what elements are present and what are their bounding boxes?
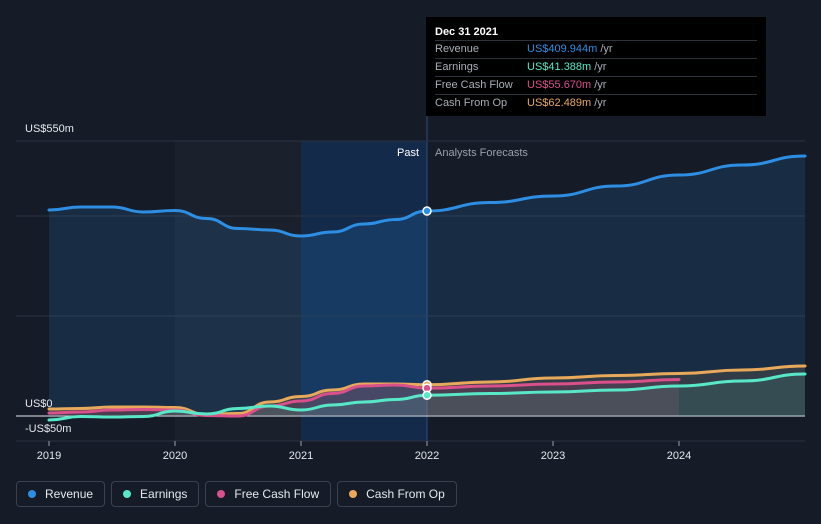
tooltip-row-unit: /yr (600, 43, 613, 55)
tooltip-row-earnings: Earnings US$41.388m/yr (435, 58, 757, 76)
x-tick-label-2021: 2021 (289, 450, 313, 462)
x-tick-label-2023: 2023 (541, 450, 565, 462)
x-tick-label-2022: 2022 (415, 450, 439, 462)
legend-item-earnings[interactable]: Earnings (111, 481, 200, 507)
chart-background (175, 18, 428, 441)
legend-item-free-cash-flow[interactable]: Free Cash Flow (205, 481, 332, 507)
x-tick-label-2019: 2019 (37, 450, 61, 462)
highlight-markers (422, 206, 432, 401)
legend-dot-icon (349, 490, 358, 498)
tooltip-row-unit: /yr (594, 79, 607, 91)
past-shade-band (175, 141, 301, 441)
revenue-area (49, 156, 805, 416)
legend-dot-icon (123, 490, 132, 498)
earnings-line (47, 372, 807, 422)
free-cash-flow-area (49, 379, 679, 416)
tooltip-row-cash-from-op: Cash From Op US$62.489m/yr (435, 94, 757, 112)
series-lines (47, 154, 807, 422)
tooltip-row-label: Earnings (435, 61, 479, 73)
x-tick-label-2024: 2024 (667, 450, 691, 462)
y-axis-top-label: US$550m (25, 123, 74, 135)
legend-dot-icon (28, 490, 36, 498)
chart-legend: Revenue Earnings Free Cash Flow Cash From O… (16, 481, 457, 507)
revenue-line (47, 154, 807, 238)
tooltip-row-value: US$55.670m (527, 79, 592, 91)
y-axis-bottom-label: -US$50m (25, 423, 72, 435)
legend-label: Free Cash Flow (234, 487, 320, 501)
past-label: Past (396, 147, 419, 159)
legend-item-revenue[interactable]: Revenue (16, 481, 106, 507)
x-tick-label-2020: 2020 (163, 450, 187, 462)
revenue-highlight-point (422, 206, 432, 216)
tooltip-row-value: US$62.489m (527, 97, 592, 109)
tooltip-row-label: Revenue (435, 43, 480, 55)
legend-dot-icon (217, 490, 226, 498)
earnings-highlight-point (422, 390, 432, 401)
legend-label: Earnings (140, 487, 188, 501)
y-axis-zero-label: US$0 (25, 398, 53, 410)
tooltip-row-label: Cash From Op (435, 97, 508, 109)
forecast-label: Analysts Forecasts (435, 147, 528, 159)
tooltip-date: Dec 31 2021 (435, 26, 498, 38)
legend-label: Revenue (45, 487, 94, 501)
tooltip-row-free-cash-flow: Free Cash Flow US$55.670m/yr (435, 76, 757, 94)
data-tooltip: Dec 31 2021 Revenue US$409.944m/yr Earning… (426, 17, 766, 116)
tooltip-row-value: US$409.944m (527, 43, 598, 55)
tooltip-row-unit: /yr (594, 61, 607, 73)
legend-label: Cash From Op (366, 487, 445, 501)
legend-item-cash-from-op[interactable]: Cash From Op (337, 481, 457, 507)
tooltip-row-unit: /yr (594, 97, 607, 109)
free-cash-flow-line (47, 378, 681, 418)
x-axis-ticks: 2019 2020 2021 2022 2023 2024 (37, 441, 691, 462)
tooltip-row-label: Free Cash Flow (435, 79, 513, 91)
tooltip-row-value: US$41.388m (527, 61, 592, 73)
tooltip-row-revenue: Revenue US$409.944m/yr (435, 40, 757, 58)
cash-from-op-line (47, 364, 807, 417)
